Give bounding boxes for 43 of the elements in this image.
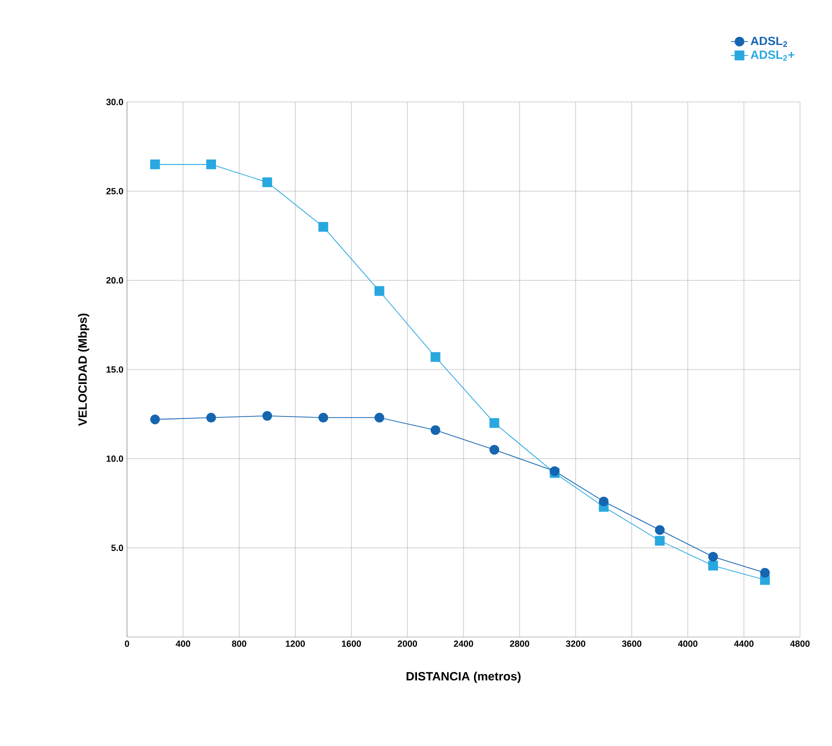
- point: [489, 444, 500, 455]
- x-tick-label: 3600: [622, 640, 642, 647]
- x-tick-label: 1200: [286, 640, 305, 647]
- x-tick-label: 3200: [566, 640, 586, 647]
- x-tick-label: 2800: [510, 640, 530, 647]
- x-tick-label: 0: [124, 640, 130, 647]
- x-tick-label: 4400: [734, 640, 754, 647]
- point: [654, 536, 665, 546]
- x-tick-label: 1600: [342, 640, 361, 647]
- x-tick-label: 400: [176, 640, 190, 647]
- point: [150, 160, 160, 170]
- point: [318, 222, 328, 232]
- y-tick-label: 5.0: [111, 544, 124, 552]
- y-tick-label: 10.0: [106, 455, 124, 462]
- point: [430, 352, 440, 362]
- x-tick-label: 4000: [678, 640, 698, 647]
- point: [374, 286, 384, 296]
- point: [708, 552, 718, 562]
- point: [708, 560, 718, 571]
- point: [262, 410, 272, 421]
- x-axis-title: DISTANCIA (metros): [406, 672, 521, 683]
- x-tick-label: 2400: [454, 640, 474, 647]
- legend-label: ADSL$_{2}$: [750, 36, 788, 47]
- point: [206, 160, 216, 170]
- point: [654, 525, 665, 535]
- point: [374, 412, 384, 423]
- y-tick-label: 20.0: [106, 277, 124, 284]
- point: [430, 425, 440, 436]
- x-tick-label: 4800: [790, 640, 810, 647]
- point: [760, 568, 770, 578]
- x-tick-label: 2000: [398, 640, 418, 647]
- x-tick-label: 800: [232, 640, 246, 647]
- y-tick-label: 30.0: [106, 98, 124, 106]
- point: [318, 412, 328, 423]
- y-axis-title: VELOCIDAD (Mbps): [78, 314, 90, 426]
- point: [262, 177, 272, 188]
- point: [598, 496, 609, 506]
- y-tick-label: 15.0: [106, 366, 124, 373]
- y-tick-label: 25.0: [106, 188, 124, 194]
- point: [206, 412, 216, 423]
- legend-label: ADSL$_{2}$+: [750, 50, 794, 61]
- point: [150, 414, 160, 424]
- point: [489, 418, 500, 428]
